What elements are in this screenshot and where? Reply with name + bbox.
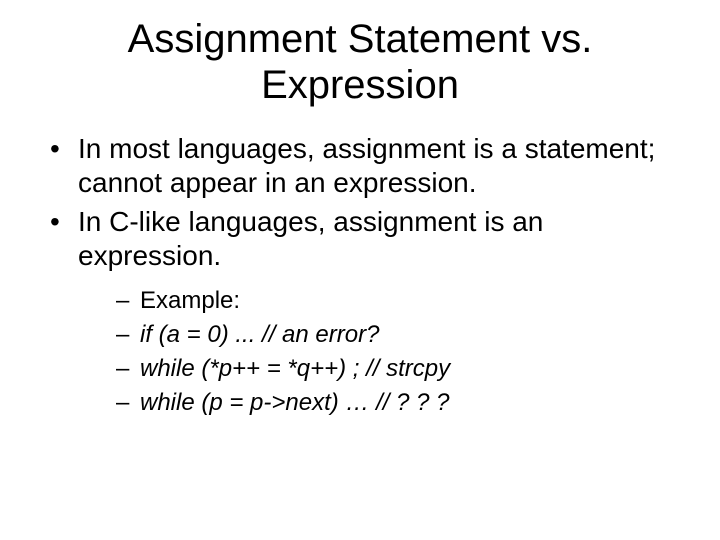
bullet-text: In C-like languages, assignment is an ex… xyxy=(78,206,543,271)
sub-bullet-text: if (a = 0) ... // an error? xyxy=(140,321,379,348)
bullet-text: In most languages, assignment is a state… xyxy=(78,133,655,198)
sub-bullet-item: Example: xyxy=(116,286,680,316)
bullet-item: In most languages, assignment is a state… xyxy=(50,132,680,199)
slide: Assignment Statement vs. Expression In m… xyxy=(0,0,720,540)
sub-bullet-text: while (*p++ = *q++) ; // strcpy xyxy=(140,355,450,382)
bullet-item: In C-like languages, assignment is an ex… xyxy=(50,205,680,418)
sub-bullet-item: while (p = p->next) … // ? ? ? xyxy=(116,388,680,418)
sub-bullet-item: while (*p++ = *q++) ; // strcpy xyxy=(116,354,680,384)
bullet-list: In most languages, assignment is a state… xyxy=(40,132,680,418)
sub-bullet-list: Example: if (a = 0) ... // an error? whi… xyxy=(78,286,680,418)
sub-bullet-text: while (p = p->next) … // ? ? ? xyxy=(140,389,449,416)
sub-bullet-text: Example: xyxy=(140,287,240,314)
slide-title: Assignment Statement vs. Expression xyxy=(40,16,680,108)
sub-bullet-item: if (a = 0) ... // an error? xyxy=(116,320,680,350)
